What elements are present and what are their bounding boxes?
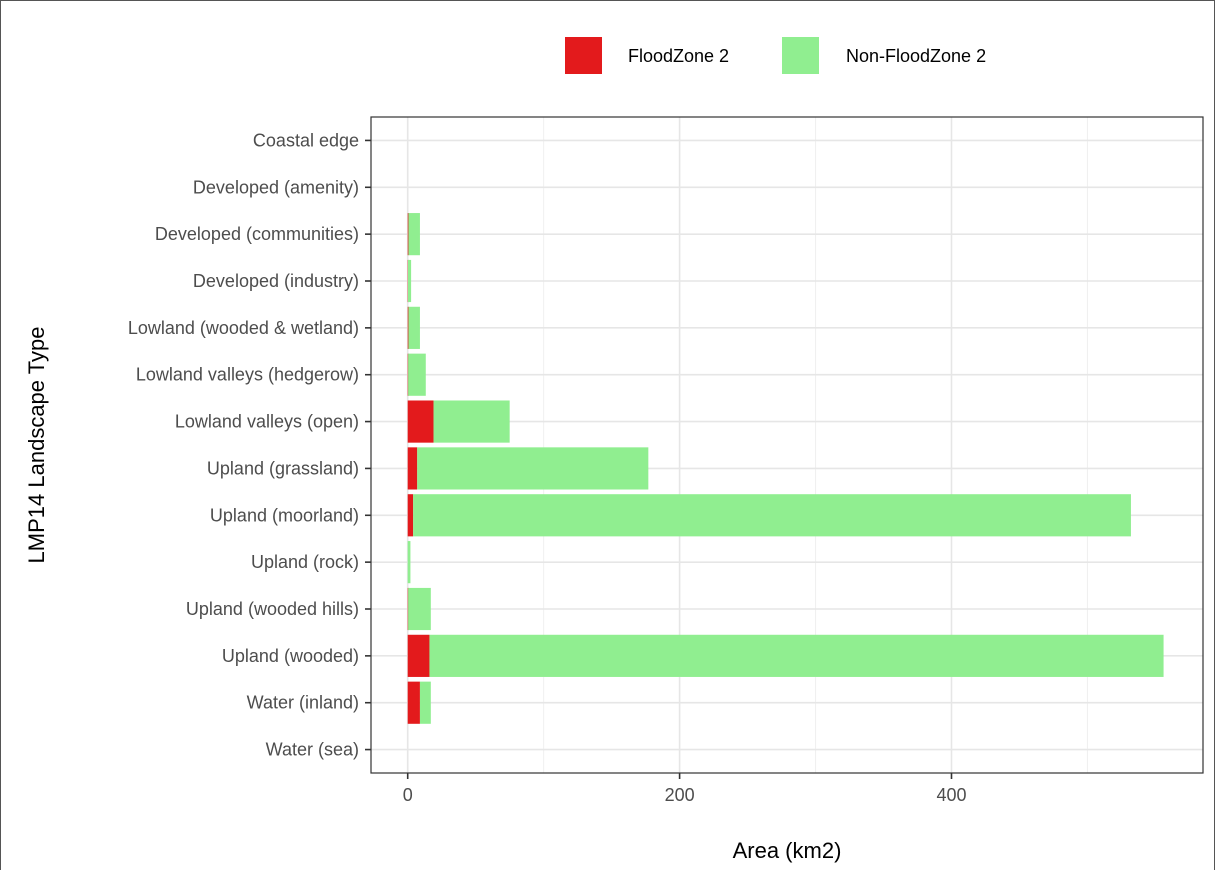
- y-tick-label: Lowland valleys (open): [175, 412, 359, 432]
- y-tick-label: Developed (amenity): [193, 177, 359, 197]
- bar-non-floodzone2: [407, 541, 411, 584]
- y-tick-label: Upland (grassland): [207, 458, 359, 478]
- bar-floodzone2: [407, 447, 418, 490]
- bar-non-floodzone2: [407, 259, 412, 303]
- x-axis-title: Area (km2): [733, 838, 842, 863]
- y-axis-title: LMP14 Landscape Type: [24, 327, 49, 564]
- y-tick-label: Upland (wooded): [222, 646, 359, 666]
- y-tick-label: Water (sea): [266, 740, 359, 760]
- y-tick-label: Lowland (wooded & wetland): [128, 318, 359, 338]
- bar-non-floodzone2: [408, 353, 426, 396]
- bars: [407, 213, 1164, 724]
- legend-key-non-floodzone2: [782, 37, 819, 74]
- bar-non-floodzone2: [408, 306, 420, 349]
- y-tick-label: Coastal edge: [253, 130, 359, 150]
- x-tick-label: 200: [665, 785, 695, 805]
- y-tick-label: Upland (rock): [251, 552, 359, 572]
- panel-border: [370, 116, 1204, 774]
- y-tick-label: Upland (moorland): [210, 505, 359, 525]
- y-tick-label: Upland (wooded hills): [186, 599, 359, 619]
- bar-floodzone2: [407, 400, 434, 443]
- legend-label-non-floodzone2: Non-FloodZone 2: [846, 46, 986, 66]
- bar-non-floodzone2: [413, 494, 1131, 537]
- y-axis: Coastal edge Developed (amenity) Developed…: [128, 130, 371, 760]
- bar-non-floodzone2: [429, 634, 1164, 677]
- bar-floodzone2: [407, 306, 409, 349]
- legend-key-floodzone2: [565, 37, 602, 74]
- y-tick-label: Developed (communities): [155, 224, 359, 244]
- legend-label-floodzone2: FloodZone 2: [628, 46, 729, 66]
- bar-non-floodzone2: [433, 400, 510, 443]
- bar-non-floodzone2: [419, 681, 431, 724]
- bar-floodzone2: [407, 681, 420, 724]
- y-tick-label: Lowland valleys (hedgerow): [136, 365, 359, 385]
- x-tick-label: 400: [936, 785, 966, 805]
- bar-non-floodzone2: [408, 587, 431, 631]
- bar-floodzone2: [407, 213, 409, 256]
- bar-non-floodzone2: [408, 213, 420, 256]
- bar-floodzone2: [407, 353, 409, 396]
- y-tick-label: Developed (industry): [193, 271, 359, 291]
- x-tick-label: 0: [403, 785, 413, 805]
- bar-floodzone2: [407, 494, 414, 537]
- legend: FloodZone 2 Non-FloodZone 2: [565, 37, 986, 74]
- y-tick-label: Water (inland): [247, 693, 359, 713]
- bar-floodzone2: [407, 634, 430, 677]
- x-axis: 0 200 400: [403, 773, 967, 805]
- bar-floodzone2: [407, 587, 409, 631]
- bar-non-floodzone2: [417, 447, 649, 490]
